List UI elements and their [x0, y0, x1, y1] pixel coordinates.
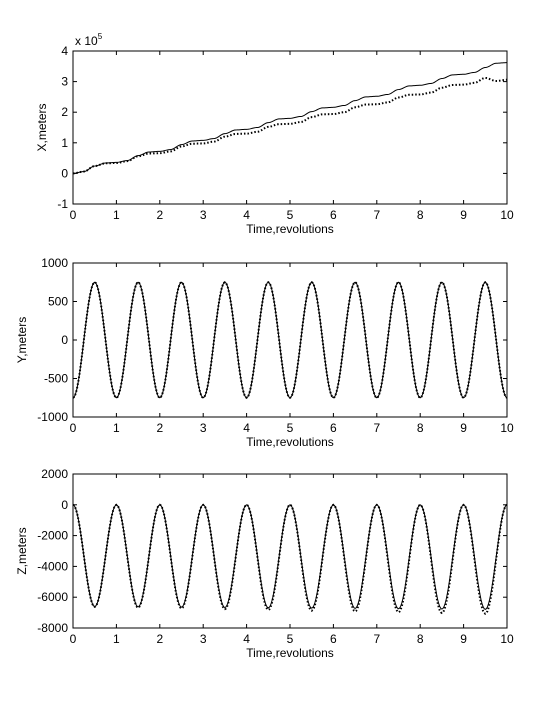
y-tick-label: 1: [61, 136, 68, 150]
axis-exponent: x 105: [75, 32, 103, 48]
x-tick-label: 4: [243, 208, 250, 222]
x-tick-label: 2: [156, 632, 163, 646]
y-axis-label: Z,meters: [15, 527, 29, 574]
x-tick-label: 7: [373, 632, 380, 646]
y-tick-label: -6000: [37, 590, 68, 604]
x-axis-label: Time,revolutions: [246, 646, 334, 660]
x-tick-label: 9: [460, 208, 467, 222]
x-tick-label: 3: [200, 421, 207, 435]
x-tick-label: 8: [417, 208, 424, 222]
x-tick-label: 6: [330, 632, 337, 646]
x-tick-label: 9: [460, 632, 467, 646]
x-axis-label: Time,revolutions: [246, 435, 334, 449]
x-tick-label: 4: [243, 421, 250, 435]
x-tick-label: 5: [287, 208, 294, 222]
x-tick-label: 0: [70, 421, 77, 435]
x-tick-label: 10: [500, 421, 514, 435]
y-tick-label: -2000: [37, 529, 68, 543]
x-tick-label: 0: [70, 208, 77, 222]
y-tick-label: 0: [61, 166, 68, 180]
x-tick-label: 3: [200, 208, 207, 222]
y-tick-label: 2000: [41, 467, 68, 481]
x-tick-label: 5: [287, 632, 294, 646]
y-tick-label: 500: [48, 295, 68, 309]
y-axis-label: Y,meters: [15, 317, 29, 363]
x-tick-label: 5: [287, 421, 294, 435]
z-position-plot: 0 1 2 3 4 5 6 7 8 9 10 -8000 -6000 -4000 -2000 0 2000 Ti…: [15, 467, 514, 660]
x-tick-label: 2: [156, 421, 163, 435]
x-tick-label: 0: [70, 632, 77, 646]
x-tick-label: 8: [417, 421, 424, 435]
axis-ticks: 0 1 2 3 4 5 6 7 8 9 10 -8000 -6000 -4000 -2000 0 2000: [37, 467, 514, 646]
x-tick-label: 7: [373, 208, 380, 222]
y-tick-label: -1000: [37, 410, 68, 424]
y-axis-label: X,meters: [35, 103, 49, 151]
x-tick-label: 7: [373, 421, 380, 435]
x-tick-label: 10: [500, 632, 514, 646]
x-tick-label: 1: [113, 632, 120, 646]
y-tick-label: -8000: [37, 621, 68, 635]
y-tick-label: 0: [61, 333, 68, 347]
x-tick-label: 1: [113, 421, 120, 435]
series-lines: [72, 281, 508, 399]
series-line-1: [72, 62, 508, 174]
y-position-plot: 0 1 2 3 4 5 6 7 8 9 10 -1000 -500 0 500 1000 Time,revol…: [15, 256, 514, 449]
x-tick-label: 8: [417, 632, 424, 646]
x-tick-label: 6: [330, 208, 337, 222]
series-lines: [72, 62, 508, 175]
x-tick-label: 2: [156, 208, 163, 222]
x-tick-label: 4: [243, 632, 250, 646]
y-tick-label: 0: [61, 498, 68, 512]
y-tick-label: -4000: [37, 559, 68, 573]
series-line-2: [72, 503, 508, 615]
y-tick-label: 2: [61, 105, 68, 119]
y-tick-label: 1000: [41, 256, 68, 270]
x-axis-label: Time,revolutions: [246, 222, 334, 236]
series-lines: [72, 503, 508, 615]
x-tick-label: 1: [113, 208, 120, 222]
y-tick-label: -1: [57, 197, 68, 211]
y-tick-label: 4: [61, 44, 68, 58]
x-tick-label: 6: [330, 421, 337, 435]
x-tick-label: 10: [500, 208, 514, 222]
series-line-2: [72, 281, 508, 399]
axis-ticks: 0 1 2 3 4 5 6 7 8 9 10 -1000 -500 0 500 1000: [37, 256, 514, 435]
y-tick-label: 3: [61, 75, 68, 89]
y-tick-label: -500: [44, 372, 68, 386]
x-tick-label: 3: [200, 632, 207, 646]
x-tick-label: 9: [460, 421, 467, 435]
